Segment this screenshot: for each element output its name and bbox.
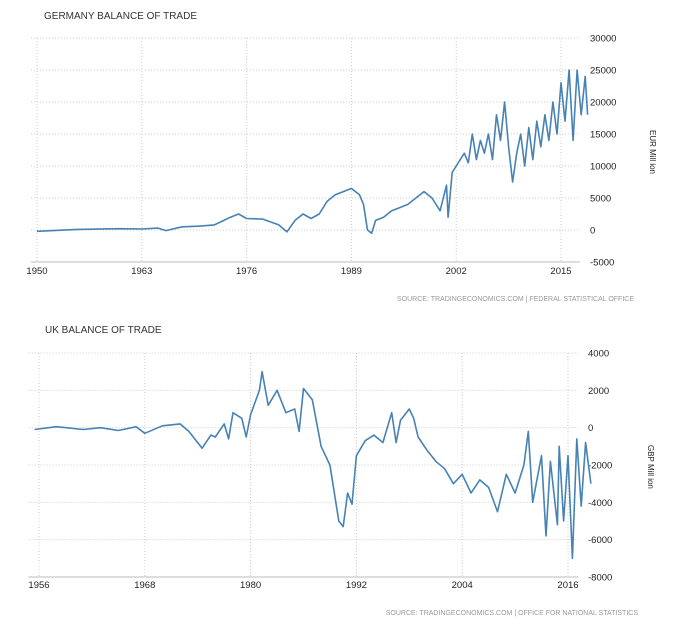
- y-axis-unit-label: GBP Mill ion: [646, 445, 655, 489]
- y-tick-label: 0: [590, 226, 595, 237]
- chart-title: GERMANY BALANCE OF TRADE: [44, 11, 197, 22]
- x-tick-label: 2016: [557, 580, 578, 591]
- source-note: SOURCE: TRADINGECONOMICS.COM | FEDERAL S…: [397, 296, 634, 303]
- x-tick-label: 1956: [28, 580, 49, 591]
- y-tick-label: -4000: [588, 498, 612, 509]
- y-axis-unit-label: EUR Mill ion: [648, 130, 657, 174]
- series-line: [36, 69, 589, 234]
- y-tick-label: -8000: [588, 573, 612, 584]
- y-tick-label: 0: [588, 423, 593, 434]
- x-tick-label: 1950: [26, 266, 47, 277]
- x-tick-label: 1976: [236, 266, 257, 277]
- y-tick-label: 5000: [590, 194, 611, 205]
- x-tick-label: 2002: [446, 266, 467, 277]
- x-tick-label: 2015: [550, 266, 571, 277]
- chart-title: UK BALANCE OF TRADE: [45, 325, 162, 336]
- y-tick-label: 10000: [590, 162, 616, 173]
- x-tick-label: 1989: [341, 266, 362, 277]
- y-tick-label: -6000: [588, 535, 612, 546]
- x-tick-label: 2004: [452, 580, 473, 591]
- x-tick-label: 1992: [346, 580, 367, 591]
- x-tick-label: 1980: [240, 580, 261, 591]
- y-tick-label: -2000: [588, 461, 612, 472]
- x-tick-label: 1968: [134, 580, 155, 591]
- y-tick-label: 20000: [590, 98, 616, 109]
- x-tick-label: 1963: [131, 266, 152, 277]
- y-tick-label: -5000: [590, 258, 614, 269]
- y-tick-label: 2000: [588, 386, 609, 397]
- y-tick-label: 25000: [590, 66, 616, 77]
- series-line: [34, 370, 592, 560]
- y-tick-label: 15000: [590, 130, 616, 141]
- y-tick-label: 4000: [588, 349, 609, 360]
- y-tick-label: 30000: [590, 34, 616, 45]
- source-note: SOURCE: TRADINGECONOMICS.COM | OFFICE FO…: [386, 610, 639, 617]
